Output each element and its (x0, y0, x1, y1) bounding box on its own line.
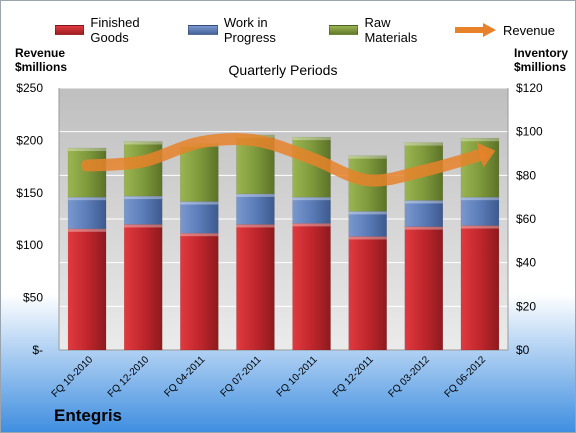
bar-finished-goods (348, 236, 387, 351)
right-tick-label: $120 (516, 81, 543, 95)
legend-swatch-raw-materials (329, 25, 359, 35)
legend-label-raw-materials: Raw Materials (364, 15, 418, 45)
company-name: Entegris (54, 406, 123, 425)
legend-label-work-in-progress: Work in Progress (223, 15, 276, 45)
bar-finished-goods (67, 228, 107, 351)
bar-work-in-progress (404, 200, 444, 227)
revenue-arrowhead (476, 142, 496, 168)
bar-cap-raw-materials (404, 142, 443, 146)
bar-cap-finished-goods (460, 225, 499, 229)
bar-cap-work-in-progress (460, 197, 499, 201)
bar-finished-goods (404, 226, 444, 351)
right-tick-label: $80 (516, 168, 536, 182)
left-tick-label: $150 (16, 186, 43, 200)
bar-work-in-progress (67, 196, 107, 230)
bar-cap-raw-materials (68, 148, 107, 152)
bar-raw-materials (67, 147, 107, 198)
legend-label-finished-goods: Finished Goods (90, 15, 140, 45)
right-tick-label: $40 (516, 256, 536, 270)
bar-cap-raw-materials (124, 141, 163, 145)
bar-cap-work-in-progress (348, 211, 387, 215)
bar-cap-finished-goods (348, 236, 387, 240)
bar-finished-goods (123, 224, 163, 351)
right-tick-label: $20 (516, 299, 536, 313)
right-axis-title: Inventory $millions (514, 46, 568, 74)
legend-swatch-finished-goods (55, 25, 85, 35)
bar-cap-raw-materials (460, 138, 499, 142)
bar-cap-finished-goods (124, 224, 163, 228)
left-axis-title: Revenue $millions (15, 46, 67, 74)
bar-work-in-progress (292, 196, 331, 224)
legend-arrow-icon (454, 23, 496, 37)
left-tick-label: $200 (16, 133, 43, 147)
bar-cap-raw-materials (348, 155, 387, 159)
bar-work-in-progress (348, 211, 387, 237)
bar-work-in-progress (460, 196, 500, 226)
legend-item-revenue: Revenue (454, 22, 555, 38)
bar-raw-materials (180, 143, 219, 202)
right-tick-label: $60 (516, 212, 536, 226)
bar-cap-work-in-progress (180, 201, 219, 205)
right-axis-title-line2: $millions (514, 60, 567, 74)
bar-work-in-progress (236, 193, 275, 225)
chart-title: Quarterly Periods (229, 62, 338, 78)
legend-item-work-in-progress: Work in Progress (188, 15, 309, 45)
legend-label-revenue: Revenue (502, 22, 555, 38)
bar-cap-work-in-progress (292, 197, 331, 201)
left-tick-label: $- (32, 343, 43, 357)
left-tick-label: $250 (16, 81, 43, 95)
left-axis-title-line1: Revenue (15, 46, 66, 60)
bar-finished-goods (180, 232, 219, 351)
left-axis-title-line2: $millions (15, 60, 68, 74)
bar-cap-work-in-progress (404, 200, 443, 204)
bar-cap-finished-goods (404, 226, 443, 230)
bar-cap-finished-goods (292, 223, 331, 227)
bar-cap-raw-materials (292, 137, 331, 141)
bar-cap-finished-goods (180, 233, 219, 237)
legend-item-finished-goods: Finished Goods (55, 15, 168, 45)
revenue-line (81, 132, 486, 187)
bar-cap-finished-goods (68, 228, 107, 232)
bar-cap-work-in-progress (124, 196, 163, 200)
left-tick-label: $50 (23, 291, 43, 305)
left-tick-label: $100 (16, 238, 43, 252)
right-tick-label: $0 (516, 343, 530, 357)
legend-item-raw-materials: Raw Materials (329, 15, 435, 45)
legend: Finished Goods Work in Progress Raw Mate… (55, 15, 575, 45)
bar-cap-finished-goods (236, 224, 275, 228)
bar-finished-goods (236, 224, 275, 351)
legend-swatch-work-in-progress (188, 25, 218, 35)
right-tick-label: $100 (516, 125, 543, 139)
bar-cap-work-in-progress (68, 197, 107, 201)
right-axis-title-line1: Inventory (514, 46, 569, 60)
bar-finished-goods (292, 223, 331, 351)
bar-cap-work-in-progress (236, 193, 275, 197)
bar-finished-goods (460, 225, 500, 351)
bar-work-in-progress (123, 195, 163, 225)
bar-work-in-progress (180, 201, 219, 234)
